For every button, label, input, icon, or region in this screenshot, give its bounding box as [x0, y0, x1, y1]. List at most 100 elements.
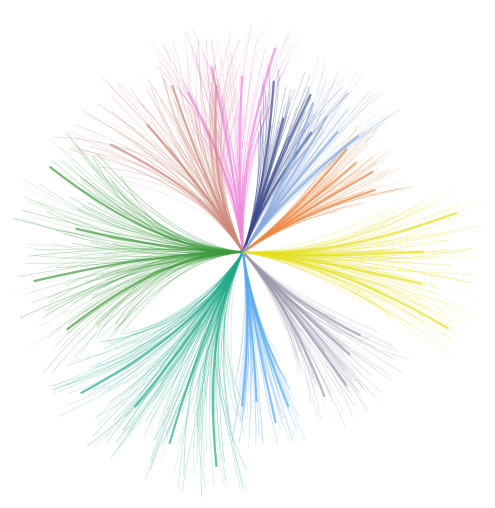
edge-line — [97, 153, 244, 253]
edge-line — [242, 206, 395, 253]
edge-line — [98, 251, 244, 339]
orange-cluster — [242, 122, 413, 253]
edge-line — [199, 251, 244, 416]
edge-line — [242, 251, 319, 419]
edge-line — [172, 251, 244, 477]
edge-line — [153, 251, 244, 441]
branch-line — [240, 251, 249, 407]
edge-line — [242, 251, 460, 337]
edge-line — [242, 251, 413, 326]
edge-line — [242, 251, 393, 314]
edge-line — [102, 251, 244, 350]
edge-line — [242, 251, 401, 322]
edge-line — [242, 251, 368, 307]
edge-line — [130, 251, 244, 334]
edge-line — [242, 251, 376, 330]
edge-line — [242, 251, 425, 323]
edge-line — [220, 73, 244, 253]
lightblue-cluster — [242, 57, 401, 253]
edge-line — [242, 57, 270, 253]
edge-line — [94, 251, 244, 326]
edge-line — [221, 65, 244, 253]
branch-line — [49, 165, 244, 254]
edge-line — [242, 251, 452, 340]
pink-cluster — [150, 20, 299, 253]
edge-line — [57, 159, 244, 253]
edge-line — [181, 251, 244, 492]
edge-line — [51, 251, 244, 374]
edge-line — [63, 171, 244, 253]
edge-line — [113, 170, 244, 253]
edge-line — [242, 90, 276, 253]
edge-line — [242, 251, 467, 310]
branch-line — [240, 47, 277, 253]
edge-line — [196, 49, 244, 253]
edge-line — [91, 251, 244, 368]
edge-line — [128, 251, 244, 354]
edge-line — [96, 251, 244, 278]
branch-line — [214, 84, 244, 253]
edge-line — [120, 251, 244, 423]
edge-line — [165, 251, 244, 435]
edge-line — [197, 39, 244, 253]
edge-line — [166, 251, 244, 437]
edge-line — [120, 251, 244, 335]
edge-line — [223, 251, 244, 489]
edge-line — [242, 41, 279, 253]
edge-line — [53, 251, 244, 390]
edge-line — [70, 251, 244, 362]
edge-line — [106, 251, 244, 444]
edge-line — [131, 251, 244, 355]
edge-line — [242, 224, 485, 253]
edge-line — [77, 208, 244, 253]
edge-line — [200, 251, 244, 497]
edge-line — [227, 251, 245, 435]
branch-line — [80, 251, 244, 395]
edge-line — [114, 251, 244, 331]
edge-line — [103, 251, 244, 371]
edge-line — [67, 149, 244, 253]
yellow-cluster — [242, 189, 485, 360]
edge-line — [242, 215, 395, 253]
edge-line — [76, 251, 244, 325]
branch-line — [242, 188, 376, 253]
edge-line — [242, 251, 446, 349]
edge-line — [62, 159, 244, 253]
edge-line — [93, 156, 244, 253]
edge-line — [114, 251, 244, 325]
salmon-cluster — [53, 33, 244, 253]
edge-line — [80, 184, 244, 253]
edge-line — [242, 223, 391, 253]
edge-line — [223, 251, 244, 416]
branch-line — [242, 134, 360, 253]
branch-line — [242, 251, 326, 398]
edge-line — [92, 251, 244, 296]
edge-line — [108, 251, 244, 344]
edge-line — [19, 251, 244, 319]
edge-line — [216, 33, 244, 253]
edge-line — [219, 251, 244, 463]
teal-cluster — [48, 251, 248, 497]
edge-line — [90, 145, 244, 253]
edge-line — [95, 251, 244, 386]
edge-line — [178, 251, 244, 445]
green-cluster — [12, 132, 244, 374]
edge-line — [217, 38, 244, 253]
branch-line — [241, 131, 313, 253]
edge-line — [242, 230, 462, 253]
edge-line — [242, 239, 448, 253]
edge-line — [107, 251, 244, 342]
edge-line — [110, 251, 244, 346]
edge-line — [91, 165, 244, 253]
edge-line — [159, 251, 244, 369]
gray-cluster — [242, 251, 410, 428]
edge-line — [242, 251, 346, 428]
edge-line — [100, 251, 244, 343]
edge-line — [242, 46, 278, 253]
edge-line — [114, 251, 244, 273]
edge-line — [98, 190, 244, 253]
branch-line — [242, 250, 450, 330]
edge-line — [230, 251, 244, 418]
